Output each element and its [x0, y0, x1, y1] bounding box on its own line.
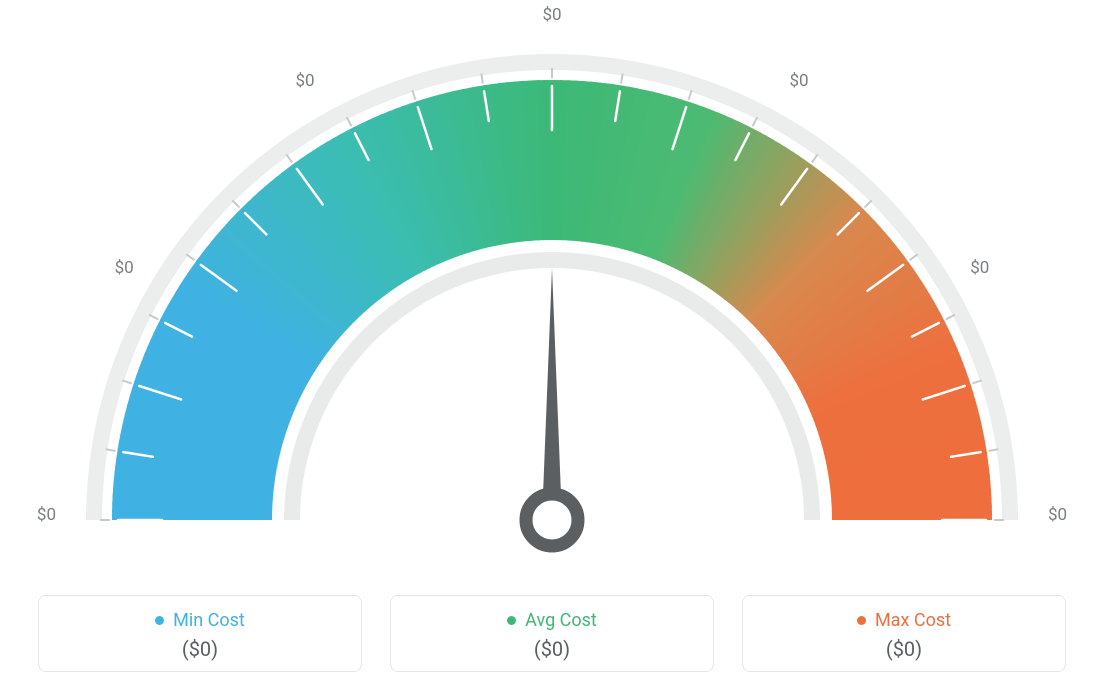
gauge-needle [542, 268, 562, 520]
gauge-axis-label: $0 [970, 258, 989, 278]
gauge-needle-hub [526, 494, 578, 546]
legend-value-max: ($0) [753, 637, 1055, 661]
legend-box-min: Min Cost ($0) [38, 595, 362, 672]
gauge-axis-label: $0 [1048, 505, 1067, 525]
legend-label-text: Max Cost [875, 610, 951, 631]
legend-label-avg: Avg Cost [507, 610, 597, 631]
legend-value-min: ($0) [49, 637, 351, 661]
legend-label-max: Max Cost [857, 610, 951, 631]
legend-row: Min Cost ($0) Avg Cost ($0) Max Cost ($0) [0, 595, 1104, 672]
legend-dot-avg [507, 616, 516, 625]
legend-dot-max [857, 616, 866, 625]
gauge-chart: $0 $0 $0 $0 $0 $0 $0 [0, 0, 1104, 560]
gauge-axis-label: $0 [789, 71, 808, 91]
legend-dot-min [155, 616, 164, 625]
legend-label-min: Min Cost [155, 610, 245, 631]
gauge-axis-label: $0 [542, 5, 561, 25]
legend-label-text: Min Cost [173, 610, 245, 631]
legend-box-max: Max Cost ($0) [742, 595, 1066, 672]
legend-box-avg: Avg Cost ($0) [390, 595, 714, 672]
gauge-axis-label: $0 [295, 71, 314, 91]
gauge-svg: $0 $0 $0 $0 $0 $0 $0 [0, 0, 1104, 560]
gauge-axis-label: $0 [37, 505, 56, 525]
legend-label-text: Avg Cost [525, 610, 597, 631]
legend-value-avg: ($0) [401, 637, 703, 661]
gauge-axis-label: $0 [115, 258, 134, 278]
